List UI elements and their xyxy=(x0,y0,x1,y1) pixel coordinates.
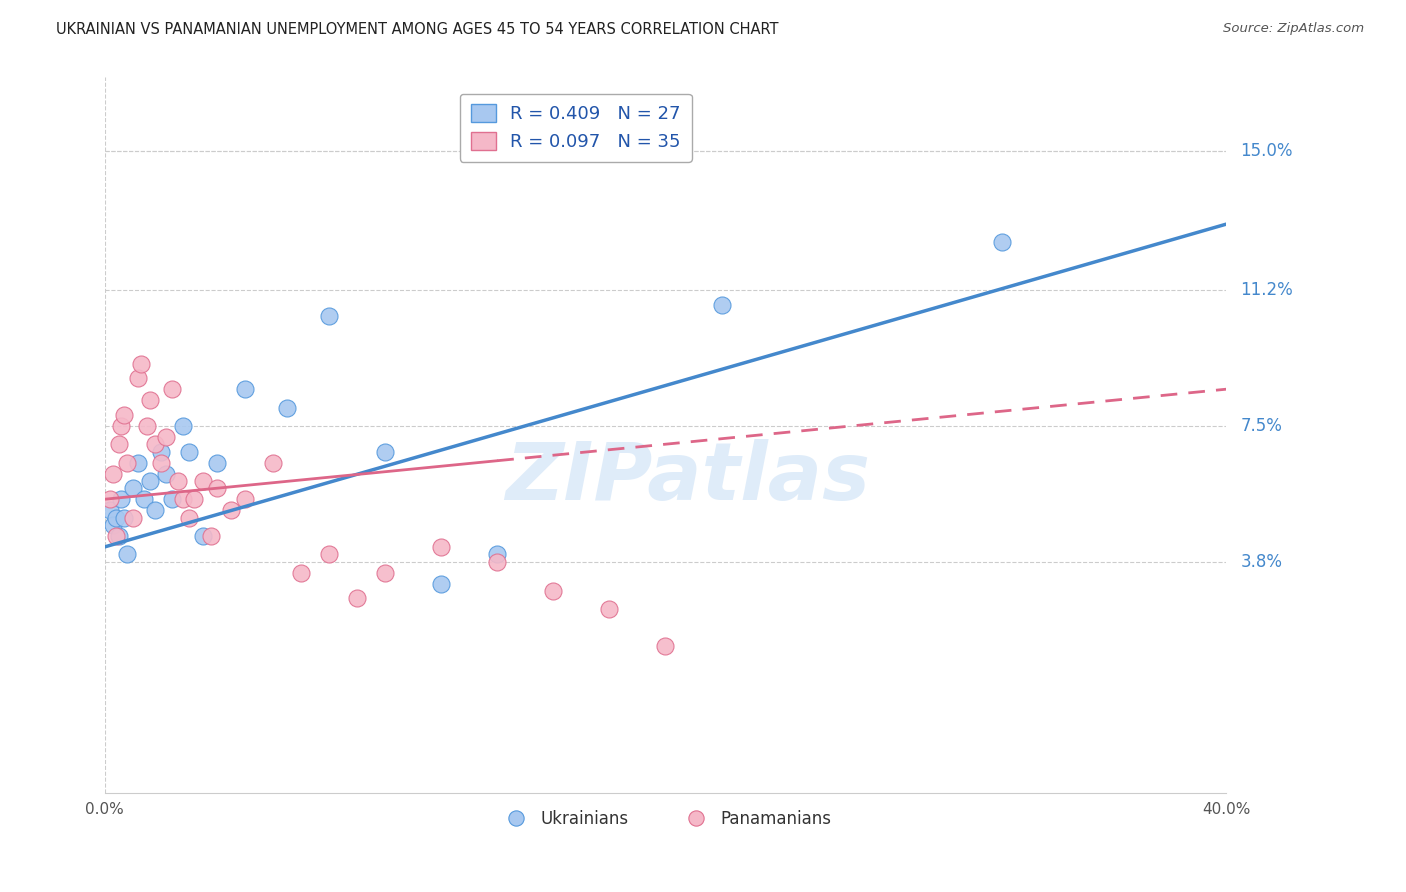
Point xyxy=(290,566,312,580)
Point xyxy=(129,357,152,371)
Point xyxy=(598,602,620,616)
Point xyxy=(233,382,256,396)
Text: 15.0%: 15.0% xyxy=(1240,142,1292,160)
Text: 11.2%: 11.2% xyxy=(1240,281,1294,299)
Point xyxy=(101,467,124,481)
Point xyxy=(172,492,194,507)
Legend: Ukrainians, Panamanians: Ukrainians, Panamanians xyxy=(492,803,838,834)
Point xyxy=(107,529,129,543)
Point xyxy=(991,235,1014,250)
Point xyxy=(191,474,214,488)
Point xyxy=(149,444,172,458)
Point xyxy=(172,418,194,433)
Point xyxy=(138,474,160,488)
Text: UKRAINIAN VS PANAMANIAN UNEMPLOYMENT AMONG AGES 45 TO 54 YEARS CORRELATION CHART: UKRAINIAN VS PANAMANIAN UNEMPLOYMENT AMO… xyxy=(56,22,779,37)
Point xyxy=(143,437,166,451)
Point xyxy=(654,639,676,653)
Point xyxy=(127,371,149,385)
Point xyxy=(98,503,121,517)
Point xyxy=(233,492,256,507)
Point xyxy=(121,510,143,524)
Point xyxy=(430,540,453,554)
Point xyxy=(166,474,188,488)
Point xyxy=(346,591,368,606)
Point xyxy=(98,492,121,507)
Text: Source: ZipAtlas.com: Source: ZipAtlas.com xyxy=(1223,22,1364,36)
Point xyxy=(107,437,129,451)
Point xyxy=(318,547,340,561)
Point xyxy=(112,510,135,524)
Point xyxy=(374,444,396,458)
Point xyxy=(276,401,298,415)
Point xyxy=(200,529,222,543)
Point xyxy=(155,467,177,481)
Point xyxy=(143,503,166,517)
Point xyxy=(101,517,124,532)
Point xyxy=(160,382,183,396)
Point xyxy=(149,456,172,470)
Point xyxy=(115,456,138,470)
Point xyxy=(219,503,242,517)
Point xyxy=(127,456,149,470)
Point xyxy=(183,492,205,507)
Point xyxy=(710,298,733,312)
Text: ZIPatlas: ZIPatlas xyxy=(505,439,870,517)
Point xyxy=(205,481,228,495)
Point xyxy=(205,456,228,470)
Point xyxy=(177,444,200,458)
Text: 3.8%: 3.8% xyxy=(1240,552,1282,571)
Point xyxy=(115,547,138,561)
Point xyxy=(486,555,509,569)
Point xyxy=(112,408,135,422)
Point xyxy=(121,481,143,495)
Point xyxy=(262,456,284,470)
Point xyxy=(430,576,453,591)
Point xyxy=(132,492,155,507)
Point xyxy=(191,529,214,543)
Text: 7.5%: 7.5% xyxy=(1240,417,1282,435)
Point xyxy=(486,547,509,561)
Point xyxy=(155,430,177,444)
Point xyxy=(160,492,183,507)
Point xyxy=(135,418,157,433)
Point xyxy=(104,529,127,543)
Point xyxy=(374,566,396,580)
Point xyxy=(543,583,565,598)
Point xyxy=(318,309,340,323)
Point xyxy=(110,492,132,507)
Point xyxy=(177,510,200,524)
Point xyxy=(110,418,132,433)
Point xyxy=(138,393,160,408)
Point xyxy=(104,510,127,524)
